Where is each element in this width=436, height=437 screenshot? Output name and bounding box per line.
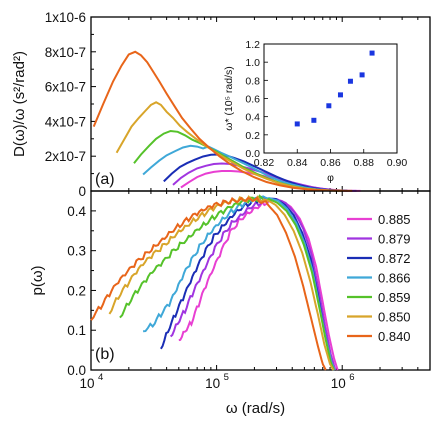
inset-y-tick-label: 0.0 <box>245 148 260 160</box>
inset-point <box>359 72 365 78</box>
x-tick-exponent: 5 <box>224 372 229 383</box>
legend-label: 0.859 <box>378 290 411 305</box>
series-line-0.840 <box>90 196 327 371</box>
y-tick-label: 0 <box>78 184 86 199</box>
y-tick-label: 0.4 <box>67 204 86 219</box>
x-tick-label: 10 <box>331 376 346 391</box>
series-line-0.866 <box>143 195 336 371</box>
panel-b-frame <box>90 190 431 371</box>
y-tick-label: 0.2 <box>67 283 86 298</box>
inset-point <box>294 121 300 127</box>
panel-a: 0 2x10-7 4x10-7 6x10-7 8x10-7 1x10-6 D(ω)/ω (s… <box>11 10 431 199</box>
series-line-0.879 <box>169 196 337 371</box>
series-line-0.885 <box>178 198 339 371</box>
series-line-0.850 <box>115 101 343 192</box>
series-line-0.866 <box>142 144 343 192</box>
series-line-0.840 <box>92 50 353 192</box>
inset-x-label: φ <box>327 172 334 184</box>
legend-label: 0.885 <box>378 212 411 227</box>
y-axis-label: D(ω)/ω (s²/rad²) <box>11 51 28 157</box>
inset-x-tick-label: 0.82 <box>254 157 275 169</box>
legend-label: 0.872 <box>378 251 411 266</box>
inset-point <box>311 117 317 123</box>
legend-label: 0.850 <box>378 310 411 325</box>
legend: 0.885 0.879 0.872 0.866 0.859 0.850 0.840 <box>347 212 411 344</box>
y-tick-label: 0.1 <box>67 323 86 338</box>
inset-y-tick-label: 0.8 <box>245 75 260 87</box>
inset-y-tick-label: 0.4 <box>245 112 260 124</box>
y-tick-label: 0.0 <box>67 363 86 378</box>
legend-label: 0.840 <box>378 329 411 344</box>
y-tick-label: 6x10-7 <box>45 80 86 95</box>
inset-x-tick-label: 0.90 <box>387 157 408 169</box>
inset-plot: 0.82 0.84 0.86 0.88 0.90 0.0 0.2 0.4 0.6 0.8 1.0 1.… <box>223 39 407 184</box>
panel-label-b: (b) <box>95 346 115 363</box>
y-tick-label: 2x10-7 <box>45 149 86 164</box>
y-tick-label: 4x10-7 <box>45 114 86 129</box>
y-tick-label: 8x10-7 <box>45 45 86 60</box>
panel-label-a: (a) <box>95 171 115 188</box>
inset-point <box>369 50 375 56</box>
y-axis-label: p(ω) <box>29 265 46 295</box>
y-tick-label: 1x10-6 <box>45 10 86 25</box>
panel-b: 0.00.10.20.30.410 4 10 5 10 6ω (rad/s)p(ω)(b) <box>29 190 431 417</box>
inset-y-tick-label: 1.2 <box>245 39 260 51</box>
inset-y-tick-label: 0.6 <box>245 94 260 106</box>
legend-label: 0.879 <box>378 232 411 247</box>
x-axis-label: ω (rad/s) <box>226 400 285 417</box>
series-line-0.859 <box>119 194 335 371</box>
x-tick-label: 10 <box>205 376 220 391</box>
inset-frame <box>263 43 398 154</box>
inset-point <box>326 103 332 109</box>
inset-x-tick-label: 0.88 <box>354 157 375 169</box>
inset-y-label: ω* (10⁵ rad/s) <box>223 66 235 131</box>
x-tick-exponent: 4 <box>98 372 103 383</box>
inset-point <box>337 92 343 98</box>
x-tick-label: 10 <box>79 376 94 391</box>
inset-x-tick-label: 0.84 <box>287 157 308 169</box>
inset-y-tick-label: 0.2 <box>245 130 260 142</box>
y-tick-label: 0.3 <box>67 244 86 259</box>
inset-x-tick-label: 0.86 <box>320 157 341 169</box>
x-tick-exponent: 6 <box>349 372 354 383</box>
inset-y-tick-label: 1.0 <box>245 57 260 69</box>
inset-point <box>347 78 353 84</box>
series-line-0.872 <box>160 195 335 371</box>
legend-label: 0.866 <box>378 271 411 286</box>
